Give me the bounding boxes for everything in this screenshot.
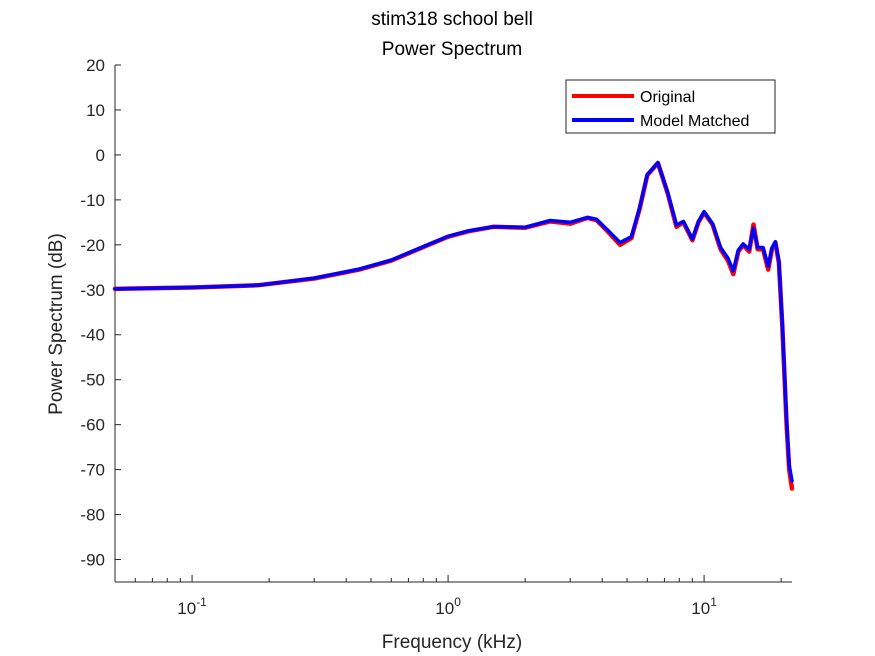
y-tick-label: -60 xyxy=(80,416,105,435)
y-tick-label: -20 xyxy=(80,236,105,255)
y-axis-label: Power Spectrum (dB) xyxy=(46,233,67,415)
y-tick-label: 20 xyxy=(86,56,105,75)
chart-title-line-1: stim318 school bell xyxy=(371,9,533,30)
y-tick-label: 0 xyxy=(96,146,105,165)
y-tick-label: -10 xyxy=(80,191,105,210)
chart-title-line-2: Power Spectrum xyxy=(382,39,522,60)
y-tick-label: -80 xyxy=(80,506,105,525)
x-tick-label: 10-1 xyxy=(177,595,207,618)
legend: Original Model Matched xyxy=(565,79,776,134)
x-tick-label: 100 xyxy=(435,595,461,618)
x-tick-label: 101 xyxy=(691,595,717,618)
y-tick-label: 10 xyxy=(86,101,105,120)
y-tick-label: -30 xyxy=(80,281,105,300)
series-line-model-matched xyxy=(113,160,794,483)
y-tick-label: -70 xyxy=(80,461,105,480)
y-tick-label: -50 xyxy=(80,371,105,390)
x-axis-label: Frequency (kHz) xyxy=(382,632,522,653)
legend-label-model-matched: Model Matched xyxy=(640,113,749,130)
legend-box xyxy=(565,79,776,134)
y-tick-label: -40 xyxy=(80,326,105,345)
y-tick-label: -90 xyxy=(80,551,105,570)
legend-label-original: Original xyxy=(640,89,695,106)
